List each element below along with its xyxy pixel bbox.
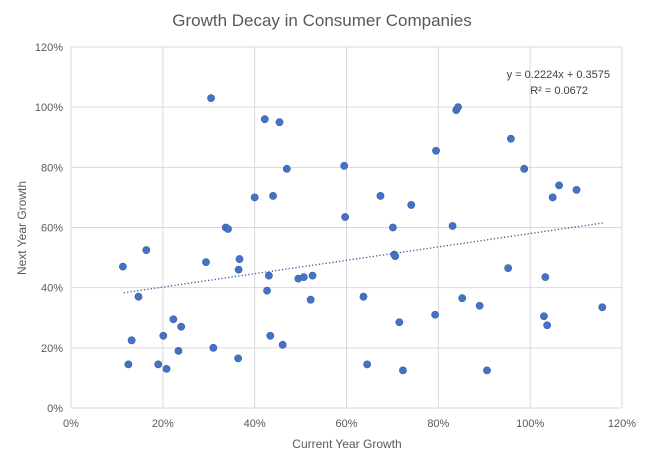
- data-point: [454, 103, 462, 112]
- data-point: [458, 294, 467, 303]
- data-point: [234, 265, 243, 274]
- data-point: [520, 164, 529, 173]
- data-point: [282, 164, 291, 173]
- data-point: [363, 360, 372, 369]
- x-tick-label: 20%: [152, 418, 174, 430]
- data-point: [265, 271, 273, 280]
- data-point: [504, 264, 513, 273]
- data-point: [224, 225, 232, 233]
- trendline: [123, 222, 604, 294]
- data-point: [134, 292, 143, 301]
- x-tick-label: 120%: [608, 418, 636, 430]
- data-point: [169, 315, 178, 324]
- data-point: [407, 201, 416, 209]
- x-tick-label: 100%: [516, 418, 544, 430]
- data-point: [359, 292, 368, 301]
- chart-title: Growth Decay in Consumer Companies: [172, 11, 472, 30]
- data-point: [376, 192, 385, 200]
- data-point: [391, 252, 400, 260]
- trendline-equation: y = 0.2224x + 0.3575: [507, 69, 610, 81]
- x-tick-label: 40%: [244, 418, 266, 430]
- data-point: [162, 364, 171, 373]
- data-point: [234, 354, 243, 363]
- y-tick-label: 0%: [47, 403, 63, 415]
- data-point: [432, 146, 440, 155]
- x-axis-title: Current Year Growth: [292, 437, 401, 451]
- x-tick-label: 0%: [63, 418, 79, 430]
- data-point: [541, 273, 550, 282]
- data-point: [159, 331, 168, 340]
- data-point: [395, 318, 404, 327]
- data-point: [202, 258, 210, 266]
- trendline-group: [123, 222, 604, 294]
- data-point: [263, 286, 271, 295]
- x-tick-label: 60%: [335, 418, 357, 430]
- data-point: [142, 246, 151, 254]
- x-tick-label: 80%: [427, 418, 449, 430]
- y-tick-label: 20%: [41, 343, 63, 355]
- data-point: [266, 331, 275, 340]
- data-point: [124, 360, 133, 369]
- data-point: [388, 223, 397, 232]
- data-point: [475, 301, 484, 310]
- data-point: [308, 271, 317, 280]
- data-point: [340, 161, 349, 170]
- data-point: [598, 303, 607, 312]
- y-axis-ticks: 0% 20% 40% 60% 80% 100% 120%: [35, 42, 63, 415]
- data-point: [306, 295, 315, 304]
- y-tick-label: 80%: [41, 162, 63, 174]
- y-tick-label: 120%: [35, 42, 63, 54]
- data-point: [269, 192, 277, 200]
- data-point: [235, 255, 244, 263]
- x-axis-ticks: 0% 20% 40% 60% 80% 100% 120%: [63, 418, 636, 430]
- data-point: [399, 366, 407, 375]
- data-point: [207, 94, 215, 103]
- data-point: [572, 185, 581, 194]
- data-point: [448, 222, 457, 230]
- data-point: [209, 343, 218, 352]
- data-point: [540, 312, 548, 321]
- trendline-r-squared: R² = 0.0672: [530, 85, 588, 97]
- data-points: [118, 94, 607, 375]
- data-point: [177, 322, 186, 331]
- data-point: [555, 181, 563, 190]
- data-point: [548, 193, 557, 202]
- data-point: [299, 273, 308, 282]
- y-tick-label: 60%: [41, 223, 63, 235]
- data-point: [341, 213, 350, 221]
- data-point: [275, 118, 284, 127]
- data-point: [431, 310, 440, 319]
- data-point: [260, 115, 269, 124]
- data-point: [278, 340, 287, 349]
- gridlines: [70, 46, 623, 409]
- data-point: [250, 193, 259, 202]
- data-point: [543, 321, 552, 330]
- y-tick-label: 40%: [41, 283, 63, 295]
- data-point: [483, 366, 491, 375]
- data-point: [506, 134, 515, 143]
- y-axis-title: Next Year Growth: [15, 181, 29, 275]
- data-point: [118, 262, 127, 271]
- y-tick-label: 100%: [35, 102, 63, 114]
- data-point: [127, 336, 136, 345]
- data-point: [154, 360, 163, 369]
- data-point: [174, 346, 183, 355]
